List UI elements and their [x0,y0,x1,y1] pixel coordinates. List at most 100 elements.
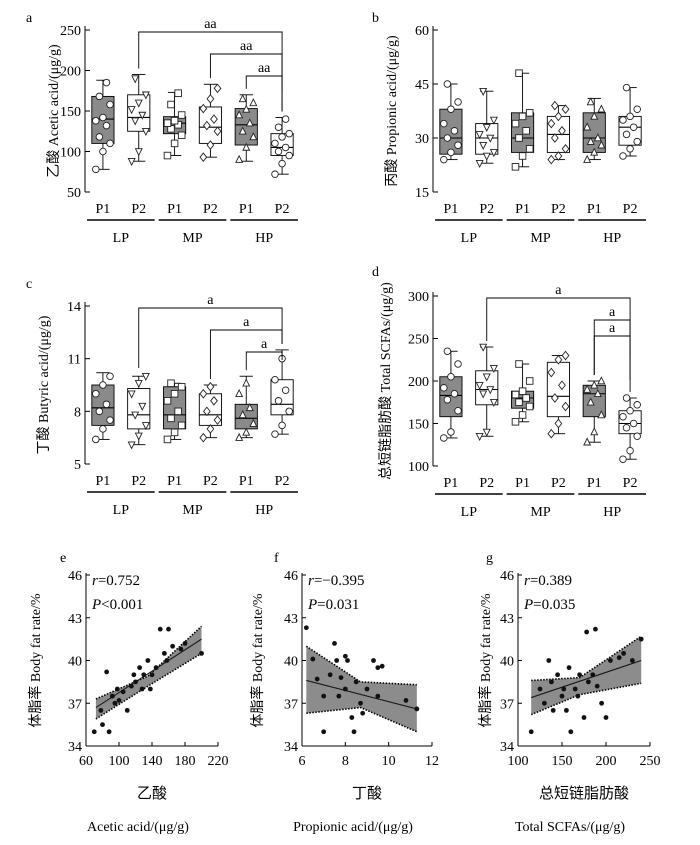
category-label: P2 [131,202,146,217]
data-point [213,83,222,94]
data-point [338,675,344,680]
data-point [131,117,140,126]
data-point [537,686,543,692]
data-point [245,118,254,127]
box-4 [198,381,222,443]
data-point [127,390,136,399]
y-tick-label: 250 [408,333,429,348]
box-3 [163,89,187,160]
panel-b: b 15 30 45 60 丙酸 Propionic acid/(μg/g) P1 P2 P1 P… [372,11,646,246]
data-point [149,672,155,678]
data-point [584,629,590,635]
y-tick-label: 43 [500,612,514,627]
data-point [170,428,179,437]
data-point [134,379,143,389]
data-point [554,354,563,365]
data-point [321,693,327,699]
data-point [170,139,179,148]
group-label: MP [182,231,202,246]
panel-label: b [372,11,379,26]
data-point [525,109,534,117]
y-tick-label: 200 [408,375,429,390]
data-point [92,116,100,125]
data-point [95,92,104,101]
data-point [515,360,523,368]
data-point [586,397,595,406]
data-point [163,397,172,405]
stat-r-value: =0.752 [98,573,140,589]
panel-label: g [486,551,493,566]
x-tick-label: 60 [79,754,93,769]
data-point [482,152,491,161]
box-2 [127,372,151,450]
data-point [124,707,130,713]
data-point [106,372,114,380]
data-point [199,103,208,114]
data-point [515,69,523,77]
data-point [133,679,138,685]
data-point [440,384,448,392]
y-tick-label: 5 [74,458,81,473]
category-label: P1 [167,202,182,217]
data-point [511,418,520,426]
data-point [351,729,357,735]
y-tick-label: 30 [415,132,429,147]
stat-p-symbol: P [91,597,101,613]
data-point [281,115,290,123]
data-point [112,700,118,706]
box-5 [582,376,606,446]
data-point [583,154,592,163]
significance-bracket: a [593,321,631,392]
data-point [586,679,591,685]
data-point [99,113,107,122]
data-point [141,91,150,100]
bracket-label: a [609,305,616,320]
data-point [182,641,188,646]
data-point [619,152,627,160]
confidence-band [95,626,202,719]
data-point [199,650,204,656]
y-tick-label: 37 [500,697,514,712]
data-point [479,390,488,399]
group-label: MP [182,503,202,518]
data-point [177,421,186,430]
box-body [475,370,499,406]
y-tick-label: 200 [60,65,81,80]
data-point [278,133,286,141]
data-point [626,145,634,153]
panel-label: a [26,11,33,26]
box-1 [439,347,463,442]
data-point [134,99,143,108]
data-point [558,125,566,136]
x-axis-label-en: Propionic acid/(μg/g) [293,820,413,835]
box-body [127,94,151,132]
data-point [303,625,309,631]
data-point [511,119,520,128]
data-point [547,118,556,129]
box-6 [618,394,642,463]
stat-r-symbol: r [92,573,98,589]
data-point [342,653,348,659]
data-point [554,111,563,122]
stat-p: P=0.035 [523,597,575,613]
category-label: P1 [515,202,530,217]
data-point [177,383,186,391]
x-tick-label: 140 [142,754,163,769]
data-point [561,401,570,412]
data-point [206,94,215,104]
box-5 [234,94,258,163]
data-point [594,683,600,689]
data-point [561,143,570,154]
stat-p-value: =0.031 [317,597,359,613]
data-point [199,432,208,443]
panel-d: d 100 150 200 250 300 总短链脂肪酸 Total SCFAs/(μg/g… [372,265,646,520]
data-point [443,347,452,356]
significance-bracket: a [209,315,283,379]
data-point [518,411,527,419]
data-point [375,693,381,699]
data-point [522,127,530,135]
data-point [619,116,627,124]
data-point [91,729,97,735]
category-label: P2 [275,202,290,217]
